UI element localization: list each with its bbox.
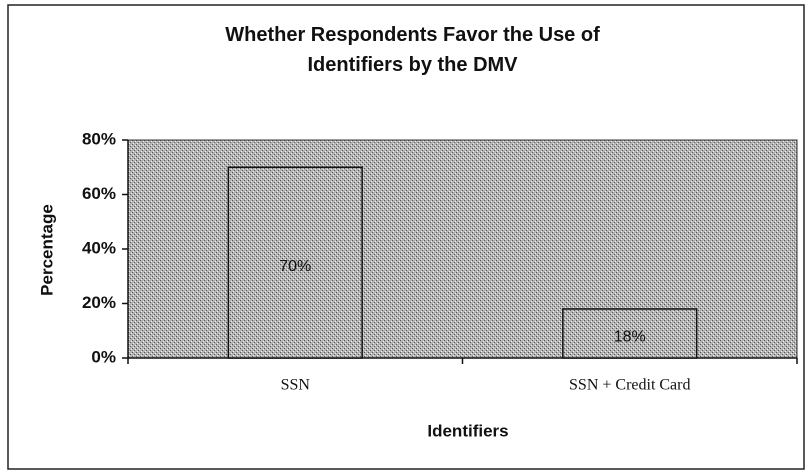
- x-tick-label: SSN: [281, 377, 311, 394]
- y-tick-label: 40%: [82, 238, 116, 257]
- y-tick-label: 80%: [82, 129, 116, 148]
- y-tick-label: 0%: [91, 347, 116, 366]
- y-axis-title: Percentage: [37, 204, 56, 296]
- bar: [227, 166, 363, 359]
- data-label: 70%: [279, 258, 311, 275]
- bar: [562, 308, 698, 359]
- y-tick-label: 20%: [82, 293, 116, 312]
- chart-title: Whether Respondents Favor the Use of Ide…: [225, 24, 600, 76]
- y-tick-label: 60%: [82, 184, 116, 203]
- chart-border: [7, 4, 805, 470]
- x-axis-title: Identifiers: [427, 421, 508, 440]
- x-tick-label: SSN + Credit Card: [569, 377, 690, 394]
- data-label: 18%: [614, 329, 646, 346]
